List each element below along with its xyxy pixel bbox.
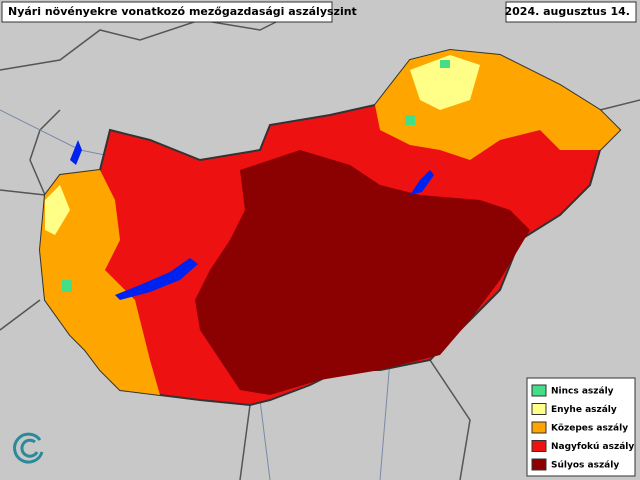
legend-label: Közepes aszály bbox=[551, 424, 628, 434]
legend-swatch bbox=[531, 384, 547, 397]
legend-swatch bbox=[531, 421, 547, 434]
date-box bbox=[505, 1, 637, 23]
severe-areas bbox=[195, 150, 530, 395]
legend-swatch bbox=[531, 458, 547, 471]
legend-label: Súlyos aszály bbox=[551, 461, 619, 471]
legend-swatch bbox=[531, 440, 547, 452]
country-borders bbox=[0, 9, 640, 480]
title: Nyári növényekre vonatkozó mezőgazdasági… bbox=[8, 5, 357, 18]
legend-label: Enyhe aszály bbox=[551, 405, 617, 415]
legend-label: Nagyfokú aszály bbox=[551, 442, 634, 452]
legend-swatch bbox=[531, 403, 547, 415]
lakes bbox=[70, 140, 434, 300]
date: 2024. augusztus 14. bbox=[505, 5, 631, 18]
mild-areas bbox=[45, 55, 480, 235]
no-drought-areas bbox=[62, 60, 450, 292]
title-box bbox=[1, 1, 333, 23]
legend: Nincs aszály Enyhe aszály Közepes aszály Na… bbox=[531, 384, 634, 471]
legend-label: Nincs aszály bbox=[551, 387, 614, 397]
logo bbox=[13, 432, 44, 464]
